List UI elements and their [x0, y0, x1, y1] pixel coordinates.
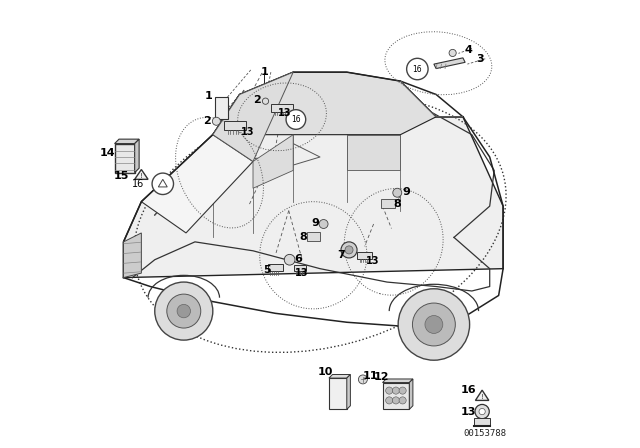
Polygon shape — [115, 144, 134, 172]
Circle shape — [386, 397, 393, 404]
Text: 16: 16 — [132, 179, 145, 189]
Bar — [381, 199, 395, 208]
Circle shape — [398, 289, 470, 360]
Text: 13: 13 — [461, 407, 476, 417]
Text: 9: 9 — [403, 187, 410, 197]
Circle shape — [286, 110, 306, 129]
Polygon shape — [134, 139, 139, 172]
Circle shape — [341, 242, 357, 258]
Circle shape — [319, 220, 328, 228]
Text: 4: 4 — [465, 45, 472, 55]
Circle shape — [393, 188, 402, 197]
Text: 16: 16 — [291, 115, 301, 124]
Polygon shape — [124, 117, 503, 278]
Text: 8: 8 — [299, 232, 307, 241]
Circle shape — [152, 173, 173, 194]
Text: 14: 14 — [100, 147, 116, 158]
Circle shape — [167, 294, 201, 328]
Polygon shape — [115, 139, 139, 144]
Text: 2: 2 — [253, 95, 261, 105]
Bar — [294, 265, 306, 271]
Text: 1: 1 — [260, 67, 268, 77]
Text: 00153788: 00153788 — [464, 429, 507, 439]
Circle shape — [392, 387, 399, 394]
Bar — [271, 104, 292, 112]
Polygon shape — [410, 379, 413, 409]
Circle shape — [479, 409, 485, 415]
Polygon shape — [141, 135, 253, 233]
Circle shape — [449, 49, 456, 56]
Circle shape — [392, 397, 399, 404]
Text: 8: 8 — [393, 199, 401, 209]
Polygon shape — [329, 378, 347, 409]
Text: !: ! — [481, 394, 484, 400]
Text: 3: 3 — [476, 54, 484, 64]
Polygon shape — [347, 135, 401, 170]
Text: 6: 6 — [294, 254, 303, 264]
Bar — [474, 418, 490, 425]
Text: !: ! — [140, 173, 143, 179]
Text: 5: 5 — [264, 266, 271, 276]
Circle shape — [155, 282, 213, 340]
Circle shape — [284, 254, 295, 265]
Text: 13: 13 — [366, 256, 380, 266]
Polygon shape — [253, 135, 293, 188]
Polygon shape — [401, 81, 463, 117]
Circle shape — [262, 98, 269, 104]
Text: 11: 11 — [363, 371, 379, 381]
Polygon shape — [347, 375, 350, 409]
Polygon shape — [476, 390, 489, 401]
Circle shape — [358, 375, 367, 384]
Circle shape — [212, 117, 220, 125]
Text: 15: 15 — [113, 171, 129, 181]
Polygon shape — [383, 379, 413, 383]
Circle shape — [399, 397, 406, 404]
Polygon shape — [124, 242, 503, 278]
Circle shape — [406, 58, 428, 80]
Polygon shape — [329, 375, 350, 378]
Text: 10: 10 — [317, 367, 333, 377]
Text: 13: 13 — [278, 108, 291, 118]
Polygon shape — [383, 383, 410, 409]
Text: 13: 13 — [241, 126, 254, 137]
Polygon shape — [124, 233, 141, 278]
Polygon shape — [434, 58, 465, 69]
Text: 7: 7 — [337, 250, 346, 260]
Bar — [224, 121, 246, 130]
Bar — [268, 264, 283, 271]
Circle shape — [412, 303, 455, 346]
Bar — [357, 252, 372, 258]
Bar — [307, 232, 320, 241]
Text: 13: 13 — [296, 268, 309, 278]
Circle shape — [475, 405, 489, 419]
Text: 1: 1 — [204, 91, 212, 101]
Circle shape — [386, 387, 393, 394]
Text: 2: 2 — [203, 116, 211, 126]
Text: 12: 12 — [374, 372, 389, 382]
Polygon shape — [213, 72, 293, 161]
Polygon shape — [134, 169, 148, 179]
Circle shape — [345, 246, 353, 254]
Bar — [215, 97, 228, 119]
Circle shape — [177, 304, 191, 318]
Text: 16: 16 — [461, 385, 477, 395]
Circle shape — [399, 387, 406, 394]
Text: 16: 16 — [413, 65, 422, 73]
Polygon shape — [213, 72, 463, 135]
Text: 9: 9 — [312, 218, 319, 228]
Circle shape — [425, 315, 443, 333]
